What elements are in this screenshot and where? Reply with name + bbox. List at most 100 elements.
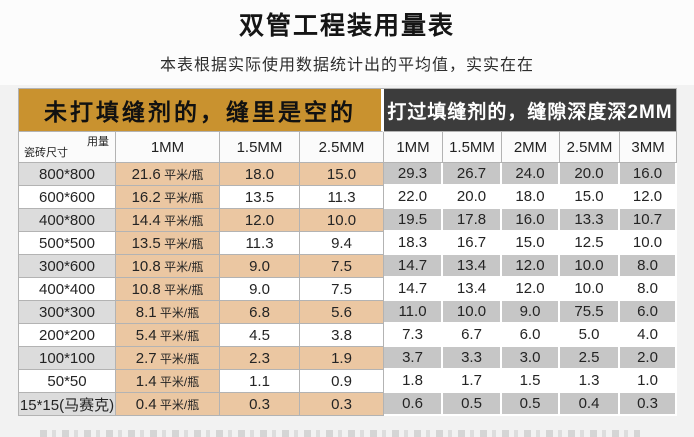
corner-tile-size-label: 瓷砖尺寸 (24, 147, 68, 159)
usage-right-cell: 1.7 (443, 370, 502, 393)
tile-size-cell: 50*50 (19, 370, 116, 393)
usage-right-cell: 1.0 (620, 370, 678, 393)
usage-right-cell: 5.0 (560, 324, 620, 347)
usage-right-cell: 12.0 (502, 278, 560, 301)
table-row: 400*400 10.8 平米/瓶 9.0 7.5 14.7 13.4 12.0 10.0 8.… (19, 278, 678, 301)
right-column-header: 2MM (502, 132, 560, 163)
corner-cell: 用量 瓷砖尺寸 (19, 132, 116, 163)
usage-unit: 平米/瓶 (160, 167, 204, 182)
usage-left-cell: 9.4 (300, 232, 384, 255)
usage-left-1mm-cell: 2.7 平米/瓶 (116, 347, 220, 370)
usage-left-cell: 10.0 (300, 209, 384, 232)
usage-right-cell: 4.0 (620, 324, 678, 347)
usage-right-cell: 13.4 (443, 278, 502, 301)
usage-right-cell: 12.0 (502, 255, 560, 278)
usage-right-cell: 1.8 (384, 370, 443, 393)
table-row: 400*800 14.4 平米/瓶 12.0 10.0 19.5 17.8 16.0 13.3… (19, 209, 678, 232)
usage-value: 10.8 (131, 280, 161, 298)
tile-size-cell: 800*800 (19, 163, 116, 186)
usage-unit: 平米/瓶 (156, 305, 200, 320)
left-column-header: 1MM (116, 132, 220, 163)
usage-left-cell: 11.3 (220, 232, 300, 255)
usage-left-1mm-cell: 1.4 平米/瓶 (116, 370, 220, 393)
table-row: 300*600 10.8 平米/瓶 9.0 7.5 14.7 13.4 12.0 10.0 8.… (19, 255, 678, 278)
usage-right-cell: 0.4 (560, 393, 620, 416)
usage-right-cell: 10.7 (620, 209, 678, 232)
usage-left-cell: 3.8 (300, 324, 384, 347)
usage-left-cell: 0.3 (220, 393, 300, 416)
usage-left-cell: 0.9 (300, 370, 384, 393)
usage-right-cell: 13.3 (560, 209, 620, 232)
usage-value: 13.5 (131, 234, 161, 252)
usage-right-cell: 18.3 (384, 232, 443, 255)
usage-right-cell: 3.0 (502, 347, 560, 370)
usage-left-cell: 11.3 (300, 186, 384, 209)
tile-size-cell: 15*15(马赛克) (19, 393, 116, 416)
usage-right-cell: 15.0 (560, 186, 620, 209)
usage-right-cell: 22.0 (384, 186, 443, 209)
group-header-filled: 打过填缝剂的，缝隙深度深2MM (384, 89, 678, 132)
left-column-header: 1.5MM (220, 132, 300, 163)
usage-left-cell: 15.0 (300, 163, 384, 186)
usage-right-cell: 8.0 (620, 255, 678, 278)
usage-left-cell: 18.0 (220, 163, 300, 186)
usage-right-cell: 16.0 (502, 209, 560, 232)
table-row: 600*600 16.2 平米/瓶 13.5 11.3 22.0 20.0 18.0 15.0… (19, 186, 678, 209)
usage-right-cell: 26.7 (443, 163, 502, 186)
usage-value: 2.7 (135, 349, 157, 367)
right-column-header: 1.5MM (443, 132, 502, 163)
usage-right-cell: 75.5 (560, 301, 620, 324)
usage-right-cell: 9.0 (502, 301, 560, 324)
table-row: 800*800 21.6 平米/瓶 18.0 15.0 29.3 26.7 24.0 20.0… (19, 163, 678, 186)
usage-right-cell: 2.5 (560, 347, 620, 370)
usage-value: 1.4 (135, 372, 157, 390)
usage-left-1mm-cell: 21.6 平米/瓶 (116, 163, 220, 186)
usage-left-cell: 1.1 (220, 370, 300, 393)
usage-left-1mm-cell: 8.1 平米/瓶 (116, 301, 220, 324)
usage-left-1mm-cell: 10.8 平米/瓶 (116, 255, 220, 278)
usage-right-cell: 12.0 (620, 186, 678, 209)
group-header-row: 未打填缝剂的，缝里是空的 打过填缝剂的，缝隙深度深2MM (19, 89, 678, 132)
right-column-header: 2.5MM (560, 132, 620, 163)
usage-unit: 平米/瓶 (160, 236, 204, 251)
usage-right-cell: 20.0 (443, 186, 502, 209)
usage-left-1mm-cell: 16.2 平米/瓶 (116, 186, 220, 209)
usage-unit: 平米/瓶 (156, 374, 200, 389)
usage-unit: 平米/瓶 (156, 397, 200, 412)
usage-left-cell: 4.5 (220, 324, 300, 347)
usage-right-cell: 10.0 (443, 301, 502, 324)
page-title: 双管工程装用量表 (238, 12, 455, 40)
table-row: 100*100 2.7 平米/瓶 2.3 1.9 3.7 3.3 3.0 2.5 2.0 (19, 347, 678, 370)
table-body: 800*800 21.6 平米/瓶 18.0 15.0 29.3 26.7 24.0 20.0… (19, 163, 678, 416)
column-header-row: 用量 瓷砖尺寸 1MM 1.5MM 2.5MM 1MM 1.5MM 2MM 2.5MM 3MM (19, 132, 678, 163)
usage-left-cell: 5.6 (300, 301, 384, 324)
usage-value: 14.4 (131, 211, 161, 229)
usage-right-cell: 13.4 (443, 255, 502, 278)
usage-left-1mm-cell: 10.8 平米/瓶 (116, 278, 220, 301)
usage-right-cell: 19.5 (384, 209, 443, 232)
usage-right-cell: 24.0 (502, 163, 560, 186)
usage-left-1mm-cell: 13.5 平米/瓶 (116, 232, 220, 255)
right-column-header: 3MM (620, 132, 678, 163)
usage-table: 未打填缝剂的，缝里是空的 打过填缝剂的，缝隙深度深2MM 用量 瓷砖尺寸 1MM… (18, 88, 678, 416)
usage-right-cell: 1.5 (502, 370, 560, 393)
usage-right-cell: 10.0 (620, 232, 678, 255)
group-header-unfilled: 未打填缝剂的，缝里是空的 (19, 89, 384, 132)
usage-right-cell: 17.8 (443, 209, 502, 232)
usage-right-cell: 3.3 (443, 347, 502, 370)
tile-size-cell: 300*300 (19, 301, 116, 324)
usage-left-1mm-cell: 5.4 平米/瓶 (116, 324, 220, 347)
usage-left-cell: 7.5 (300, 278, 384, 301)
left-column-header: 2.5MM (300, 132, 384, 163)
usage-left-cell: 1.9 (300, 347, 384, 370)
usage-right-cell: 12.5 (560, 232, 620, 255)
usage-value: 16.2 (131, 188, 161, 206)
usage-value: 5.4 (135, 326, 157, 344)
usage-left-cell: 13.5 (220, 186, 300, 209)
tile-size-cell: 600*600 (19, 186, 116, 209)
clipped-text-remnant (40, 430, 640, 437)
page-header: 双管工程装用量表 本表根据实际使用数据统计出的平均值，实实在在 (0, 0, 694, 85)
usage-right-cell: 15.0 (502, 232, 560, 255)
usage-right-cell: 8.0 (620, 278, 678, 301)
tile-size-cell: 100*100 (19, 347, 116, 370)
